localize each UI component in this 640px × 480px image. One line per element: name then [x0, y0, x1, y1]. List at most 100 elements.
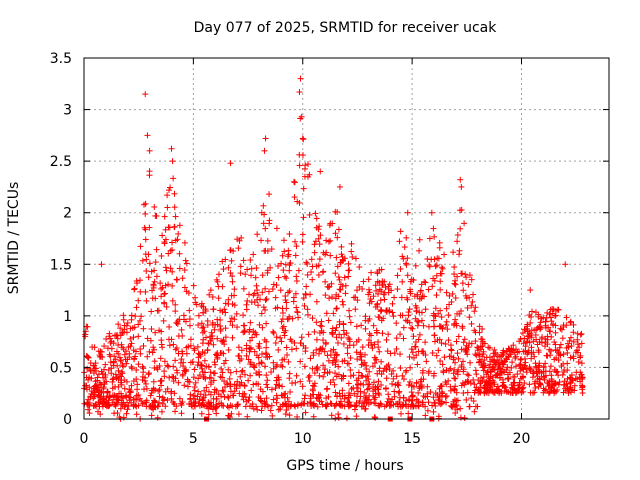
data-point — [156, 327, 163, 334]
data-point — [337, 398, 344, 405]
data-point — [118, 341, 125, 348]
data-point — [121, 385, 128, 392]
data-point — [339, 298, 346, 305]
data-point — [553, 354, 560, 361]
data-point — [545, 324, 552, 331]
data-point — [166, 342, 173, 349]
data-point — [169, 246, 176, 253]
data-point — [535, 349, 542, 356]
data-point — [254, 296, 261, 303]
data-point — [316, 394, 323, 401]
data-point — [316, 223, 323, 230]
data-point — [97, 411, 104, 418]
data-point — [171, 223, 178, 230]
data-point — [399, 372, 406, 379]
data-point — [532, 378, 539, 385]
data-point — [240, 312, 247, 319]
data-point — [380, 315, 387, 322]
data-point — [148, 412, 155, 419]
data-point — [137, 243, 144, 250]
data-point — [414, 322, 421, 329]
data-point — [526, 381, 533, 388]
data-point — [169, 282, 176, 289]
data-point — [406, 353, 413, 360]
data-point — [536, 360, 543, 367]
data-point — [123, 360, 130, 367]
data-point — [86, 384, 93, 391]
data-point — [229, 273, 236, 280]
data-point — [222, 357, 229, 364]
data-point — [390, 401, 397, 408]
data-point — [555, 306, 562, 313]
data-point — [107, 335, 114, 342]
data-point — [408, 389, 415, 396]
data-point — [212, 321, 219, 328]
data-point — [117, 357, 124, 364]
data-point — [500, 382, 507, 389]
data-point — [430, 372, 437, 379]
data-point — [570, 329, 577, 336]
data-point — [263, 351, 270, 358]
data-point — [407, 288, 414, 295]
data-point — [463, 295, 470, 302]
data-point — [567, 354, 574, 361]
data-point — [321, 369, 328, 376]
data-point — [86, 410, 93, 417]
data-point — [422, 394, 429, 401]
data-point — [430, 225, 437, 232]
data-point — [535, 366, 542, 373]
data-point — [472, 304, 479, 311]
data-point — [346, 338, 353, 345]
data-point — [443, 289, 450, 296]
data-point — [227, 269, 234, 276]
data-point — [324, 401, 331, 408]
data-point — [317, 232, 324, 239]
data-point — [418, 281, 425, 288]
data-point — [286, 267, 293, 274]
data-point — [532, 384, 539, 391]
data-point — [161, 373, 168, 380]
data-point — [137, 350, 144, 357]
data-point — [311, 249, 318, 256]
data-point — [340, 301, 347, 308]
data-point — [393, 335, 400, 342]
data-point — [148, 308, 155, 315]
data-point — [245, 377, 252, 384]
data-point — [350, 372, 357, 379]
data-point — [373, 287, 380, 294]
data-point — [490, 350, 497, 357]
data-point — [309, 315, 316, 322]
data-point — [297, 378, 304, 385]
data-point — [197, 391, 204, 398]
data-point — [129, 365, 136, 372]
data-point — [460, 366, 467, 373]
data-point — [123, 329, 130, 336]
data-point — [304, 306, 311, 313]
data-point — [512, 353, 519, 360]
data-point — [210, 306, 217, 313]
data-point — [392, 400, 399, 407]
data-point — [556, 379, 563, 386]
data-point — [513, 363, 520, 370]
data-point — [161, 358, 168, 365]
chart-title: Day 077 of 2025, SRMTID for receiver uca… — [194, 20, 498, 36]
data-point — [376, 279, 383, 286]
data-point — [269, 286, 276, 293]
data-point — [323, 386, 330, 393]
data-point — [238, 347, 245, 354]
data-point — [458, 206, 465, 213]
data-point — [195, 388, 202, 395]
data-point — [572, 349, 579, 356]
data-point — [184, 376, 191, 383]
data-point — [146, 168, 153, 175]
data-point — [215, 391, 222, 398]
data-point — [199, 340, 206, 347]
data-point — [322, 340, 329, 347]
data-point — [125, 393, 132, 400]
data-point — [332, 208, 339, 215]
data-point — [451, 271, 458, 278]
data-point — [106, 330, 113, 337]
data-point — [312, 210, 319, 217]
data-point — [414, 361, 421, 368]
data-point — [126, 354, 133, 361]
